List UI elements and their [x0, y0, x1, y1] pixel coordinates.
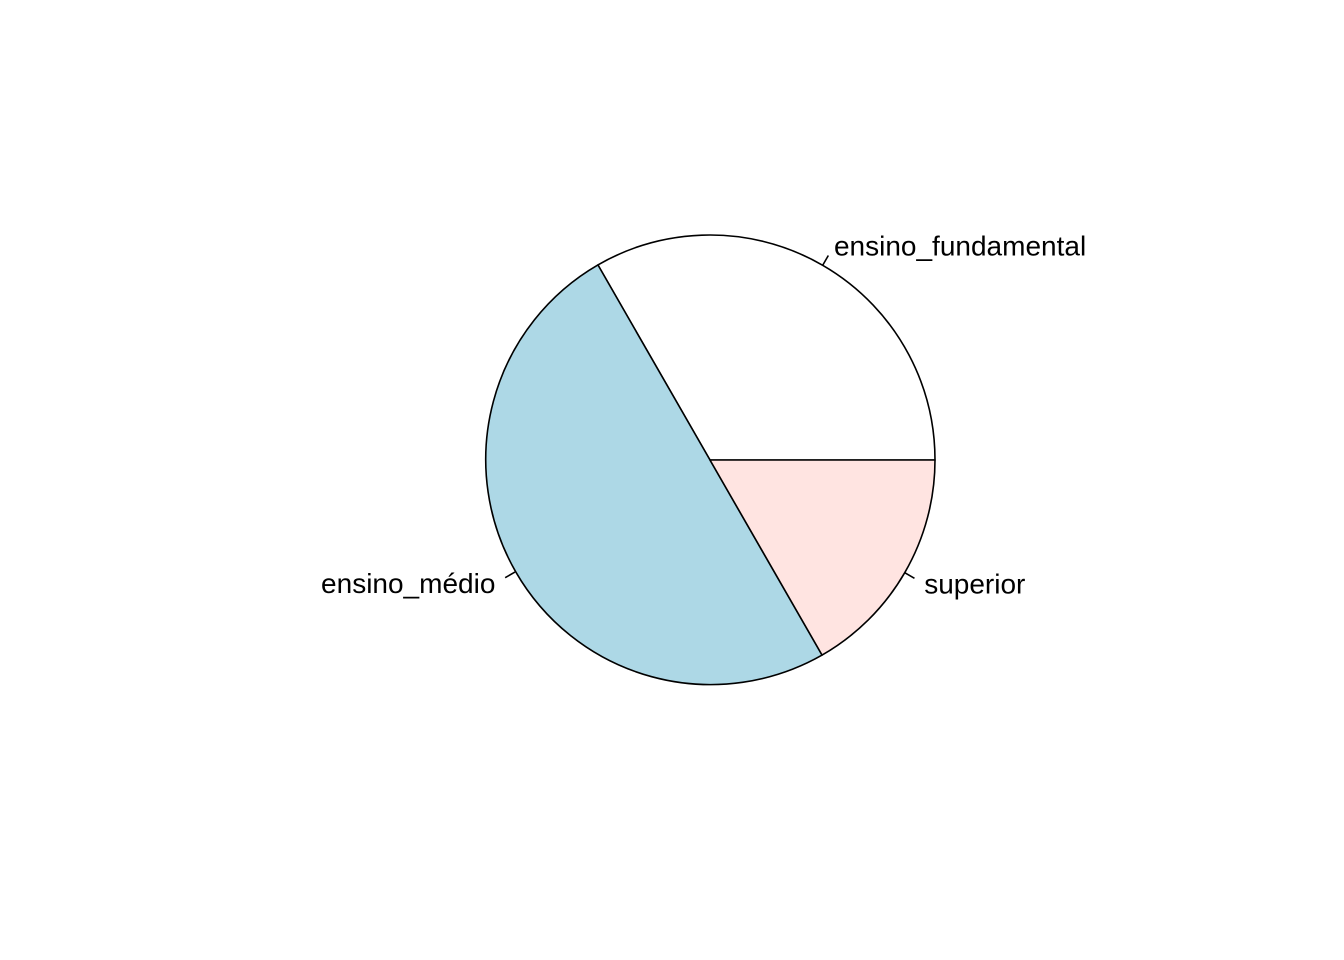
pie-slice-superior [709, 459, 936, 656]
pie-slice-ensino-fundamental [597, 234, 936, 461]
pie-label-ticks [504, 255, 915, 580]
pie-tick-ensino-medio [504, 571, 516, 579]
pie-slices [484, 234, 936, 686]
pie-label-ensino-fundamental: ensino_fundamental [834, 230, 1086, 261]
pie-label-superior: superior [924, 568, 1025, 599]
pie-tick-superior [904, 572, 915, 580]
pie-slice-ensino-medio [484, 264, 823, 686]
pie-label-ensino-medio: ensino_médio [321, 568, 495, 599]
pie-labels: ensino_fundamental ensino_médio superior [321, 230, 1086, 599]
pie-tick-ensino-fundamental [822, 255, 830, 266]
